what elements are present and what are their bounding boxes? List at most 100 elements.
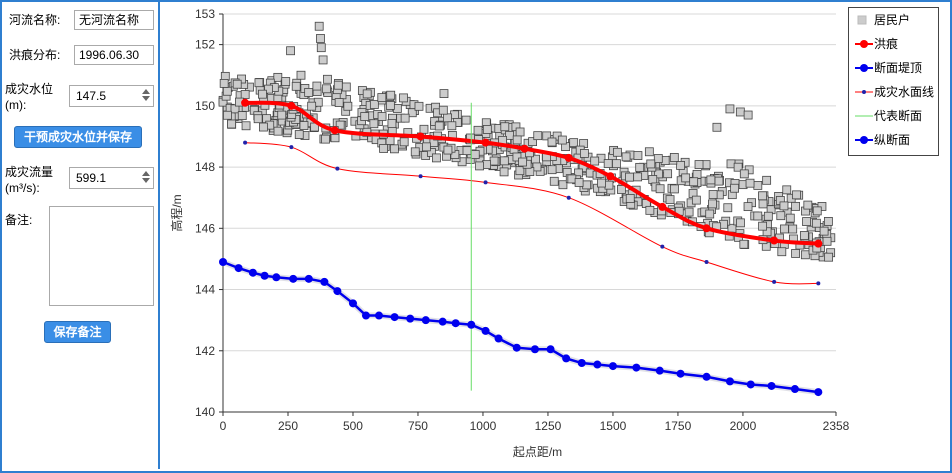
water-surface-point (566, 195, 571, 200)
resident-marker (499, 156, 509, 166)
water-surface-line (245, 142, 819, 285)
profile-point (467, 320, 476, 329)
resident-marker (323, 74, 332, 84)
profile-point (333, 287, 342, 296)
resident-marker (777, 247, 787, 257)
resident-marker (648, 175, 658, 184)
resident-marker (582, 180, 592, 190)
disaster-flow-input[interactable]: 599.1 (69, 167, 154, 189)
legend-item-embankment[interactable]: 断面堤顶 (849, 60, 939, 76)
disaster-level-label: 成灾水位 (5, 82, 54, 96)
resident-marker (753, 211, 763, 221)
flood-mark-point (702, 224, 711, 233)
spinner-icon[interactable] (141, 169, 151, 187)
y-tick-label: 150 (195, 99, 215, 113)
intervene-save-button[interactable]: 干预成灾水位并保存 (14, 126, 142, 148)
resident-marker (316, 43, 326, 53)
resident-marker (443, 145, 453, 155)
legend-item-flood-marks[interactable]: 洪痕 (849, 36, 939, 52)
resident-marker (785, 213, 795, 223)
flood-mark-point (520, 144, 529, 153)
flood-mark-point (287, 101, 296, 110)
y-tick-label: 144 (195, 283, 215, 297)
legend-item-water-surface[interactable]: 成灾水面线 (849, 84, 939, 100)
resident-marker (708, 199, 717, 209)
profile-point (272, 273, 281, 282)
x-tick-label: 1750 (665, 419, 692, 433)
water-surface-point (243, 140, 248, 145)
resident-marker (694, 160, 704, 169)
save-remark-button[interactable]: 保存备注 (44, 321, 111, 343)
water-surface-point (289, 145, 294, 150)
flood-mark-label: 洪痕分布: (9, 48, 61, 62)
y-tick-label: 146 (195, 221, 215, 235)
resident-marker (603, 159, 613, 168)
resident-marker (654, 169, 663, 179)
spinner-icon[interactable] (141, 87, 151, 105)
y-tick-label: 148 (195, 160, 215, 174)
resident-marker (802, 217, 811, 226)
flood-mark-point (416, 132, 425, 141)
resident-marker (447, 121, 457, 131)
profile-point (608, 362, 617, 371)
resident-marker (763, 211, 773, 221)
flood-mark-input[interactable]: 1996.06.30 (74, 45, 154, 65)
profile-point (725, 377, 734, 386)
resident-marker (410, 147, 420, 157)
profile-point (632, 363, 641, 372)
x-tick-label: 1250 (535, 419, 562, 433)
profile-point (494, 334, 503, 343)
resident-marker (633, 172, 643, 182)
resident-marker (681, 173, 691, 183)
resident-marker (762, 227, 772, 237)
resident-marker (625, 172, 634, 182)
resident-marker (227, 119, 236, 129)
resident-marker (730, 183, 740, 193)
resident-marker (644, 147, 654, 157)
resident-marker (692, 169, 702, 179)
resident-marker (665, 195, 675, 205)
resident-marker (569, 138, 579, 148)
profile-point (260, 271, 269, 280)
y-tick-label: 152 (195, 38, 215, 52)
resident-marker (489, 156, 499, 166)
resident-marker (341, 82, 351, 92)
profile-point (289, 274, 298, 283)
resident-marker (360, 112, 370, 121)
legend-item-profile[interactable]: 纵断面 (849, 132, 939, 148)
resident-marker (439, 89, 449, 98)
resident-marker (230, 104, 240, 114)
resident-marker (803, 200, 813, 210)
resident-marker (824, 252, 834, 262)
x-axis-title: 起点距/m (513, 445, 562, 459)
river-name-input[interactable]: 无河流名称 (74, 10, 154, 30)
disaster-level-input[interactable]: 147.5 (69, 85, 154, 107)
resident-marker (273, 72, 283, 82)
resident-marker (542, 131, 552, 141)
profile-point (530, 345, 539, 354)
resident-marker (473, 125, 483, 135)
flood-mark-line-icon (855, 40, 873, 48)
resident-marker (377, 112, 387, 121)
flood-mark-point (330, 126, 339, 135)
resident-marker (590, 156, 600, 166)
profile-point (219, 257, 227, 266)
resident-marker (223, 110, 232, 120)
legend-item-rep-section[interactable]: 代表断面 (849, 108, 939, 124)
resident-marker (635, 162, 645, 172)
resident-marker (431, 153, 441, 163)
resident-marker (312, 81, 322, 91)
profile-point (512, 343, 521, 352)
resident-marker (258, 89, 267, 99)
resident-marker (799, 231, 809, 240)
water-surface-line-icon (855, 90, 873, 94)
resident-marker (240, 90, 250, 99)
resident-marker (617, 185, 626, 194)
resident-marker (387, 119, 397, 128)
resident-marker (708, 190, 718, 199)
resident-marker (390, 144, 399, 154)
remark-textarea[interactable] (49, 206, 154, 306)
profile-point (676, 369, 685, 378)
legend-item-residents[interactable]: 居民户 (849, 12, 939, 28)
